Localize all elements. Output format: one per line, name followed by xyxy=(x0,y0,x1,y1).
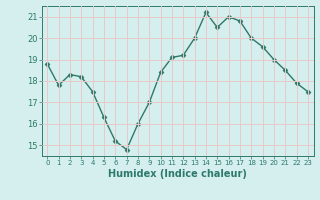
X-axis label: Humidex (Indice chaleur): Humidex (Indice chaleur) xyxy=(108,169,247,179)
